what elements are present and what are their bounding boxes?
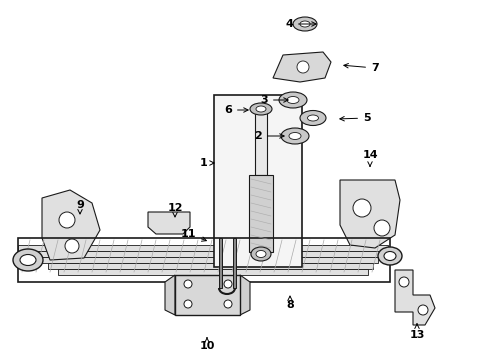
Bar [214, 95, 302, 267]
Text: 2: 2 [254, 131, 284, 141]
Ellipse shape [20, 255, 36, 266]
Ellipse shape [249, 103, 271, 115]
Bar [175, 275, 240, 315]
Bar [248, 175, 272, 252]
Ellipse shape [256, 106, 265, 112]
Text: 5: 5 [339, 113, 370, 123]
Ellipse shape [299, 111, 325, 126]
Circle shape [183, 280, 192, 288]
Ellipse shape [256, 251, 265, 257]
Polygon shape [42, 190, 100, 260]
Bar [18, 245, 387, 251]
Text: 14: 14 [362, 150, 377, 166]
Text: 7: 7 [343, 63, 378, 73]
Ellipse shape [250, 247, 270, 261]
Ellipse shape [299, 21, 309, 27]
Circle shape [417, 305, 427, 315]
Text: 9: 9 [76, 200, 84, 214]
Circle shape [183, 300, 192, 308]
Text: 10: 10 [199, 338, 214, 351]
Circle shape [296, 61, 308, 73]
Polygon shape [240, 275, 249, 315]
Ellipse shape [292, 17, 316, 31]
Polygon shape [164, 275, 175, 315]
Text: 8: 8 [285, 296, 293, 310]
Text: 1: 1 [199, 158, 214, 168]
Text: 4: 4 [285, 19, 315, 29]
Polygon shape [394, 270, 434, 325]
Ellipse shape [279, 92, 306, 108]
Text: 12: 12 [167, 203, 183, 217]
Bar [58, 269, 367, 275]
Bar [18, 238, 389, 282]
Bar [48, 263, 372, 269]
Circle shape [373, 220, 389, 236]
Text: 11: 11 [180, 229, 206, 241]
Bar [38, 257, 377, 263]
Circle shape [65, 239, 79, 253]
Circle shape [59, 212, 75, 228]
Text: 13: 13 [408, 324, 424, 340]
Ellipse shape [383, 252, 395, 261]
Polygon shape [272, 52, 330, 82]
Bar [232, 238, 236, 288]
Bar [219, 238, 222, 288]
Ellipse shape [377, 247, 401, 265]
Text: 3: 3 [260, 95, 287, 105]
Circle shape [224, 300, 231, 308]
Ellipse shape [286, 96, 298, 104]
Ellipse shape [288, 132, 301, 139]
Circle shape [398, 277, 408, 287]
Bar [254, 105, 266, 175]
Ellipse shape [307, 115, 318, 121]
Ellipse shape [13, 249, 43, 271]
Polygon shape [339, 180, 399, 248]
Polygon shape [148, 212, 190, 234]
Circle shape [352, 199, 370, 217]
Bar [28, 251, 382, 257]
Circle shape [224, 280, 231, 288]
Text: 6: 6 [224, 105, 247, 115]
Ellipse shape [281, 128, 308, 144]
